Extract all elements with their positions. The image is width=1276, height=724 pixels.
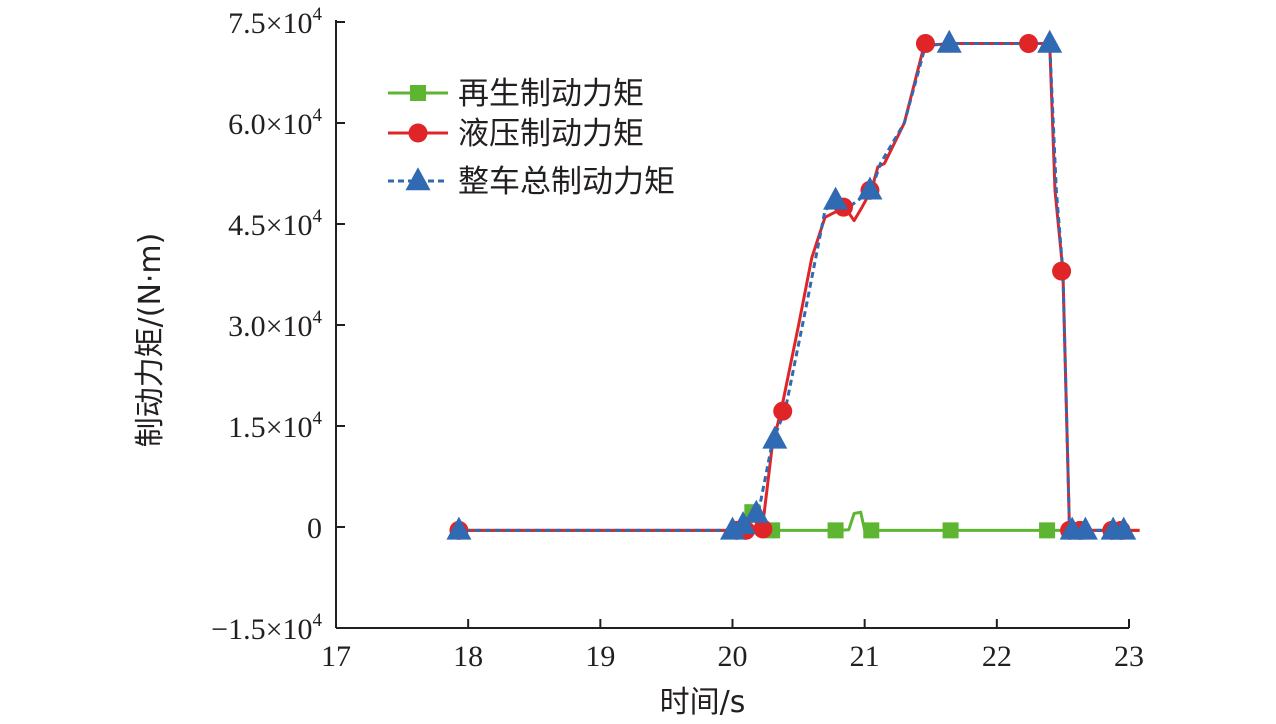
markers-layer	[446, 29, 1137, 540]
series-3-point	[730, 511, 756, 535]
series-3-point	[936, 29, 962, 53]
series-3-point	[823, 186, 849, 210]
series-line-1	[454, 508, 1140, 532]
y-tick-label: 0	[307, 512, 322, 545]
ticks: 17 18 19 20 21 22 23 −1.5×104 0 1.5×104 3.0×104 4.5…	[211, 4, 1144, 673]
series-3-point	[762, 425, 788, 449]
legend-label-3: 整车总制动力矩	[458, 164, 675, 200]
series-2-point	[1052, 261, 1072, 281]
x-tick-label: 20	[718, 640, 748, 673]
series-3-point	[1111, 516, 1137, 540]
series-1-point	[863, 522, 880, 539]
legend-label-2: 液压制动力矩	[458, 116, 644, 152]
series-3-point	[1072, 516, 1098, 540]
x-tick-label: 22	[982, 640, 1012, 673]
series-line-3	[454, 42, 1129, 532]
y-axis-title: 制动力矩/(N·m)	[133, 233, 168, 448]
x-tick-label: 17	[321, 640, 351, 673]
y-tick-label: 7.5×104	[228, 4, 322, 40]
series-2-point	[1019, 34, 1039, 54]
series-1-point	[1039, 522, 1056, 539]
y-tick-label: 3.0×104	[228, 307, 322, 343]
legend-label-1: 再生制动力矩	[458, 76, 644, 112]
series-2-point	[915, 34, 935, 54]
x-tick-label: 21	[850, 640, 880, 673]
series-2-point	[753, 519, 773, 539]
series-2-point	[773, 401, 793, 421]
series-3-point	[446, 516, 472, 540]
y-tick-label: −1.5×104	[211, 610, 322, 646]
series-3-point	[1037, 29, 1063, 53]
series-3-point	[857, 176, 883, 200]
x-tick-label: 19	[585, 640, 615, 673]
y-tick-label: 6.0×104	[228, 105, 322, 141]
series-1-point	[942, 522, 959, 539]
legend-marker-2	[408, 123, 428, 143]
series-1-point	[827, 522, 844, 539]
x-tick-label: 23	[1114, 640, 1144, 673]
x-axis-title: 时间/s	[660, 685, 746, 720]
x-tick-label: 18	[453, 640, 483, 673]
legend-marker-3	[405, 167, 431, 191]
series-3-point	[743, 499, 769, 523]
y-tick-label: 4.5×104	[228, 206, 322, 242]
legend-marker-1	[410, 85, 426, 101]
y-tick-label: 1.5×104	[228, 408, 322, 444]
